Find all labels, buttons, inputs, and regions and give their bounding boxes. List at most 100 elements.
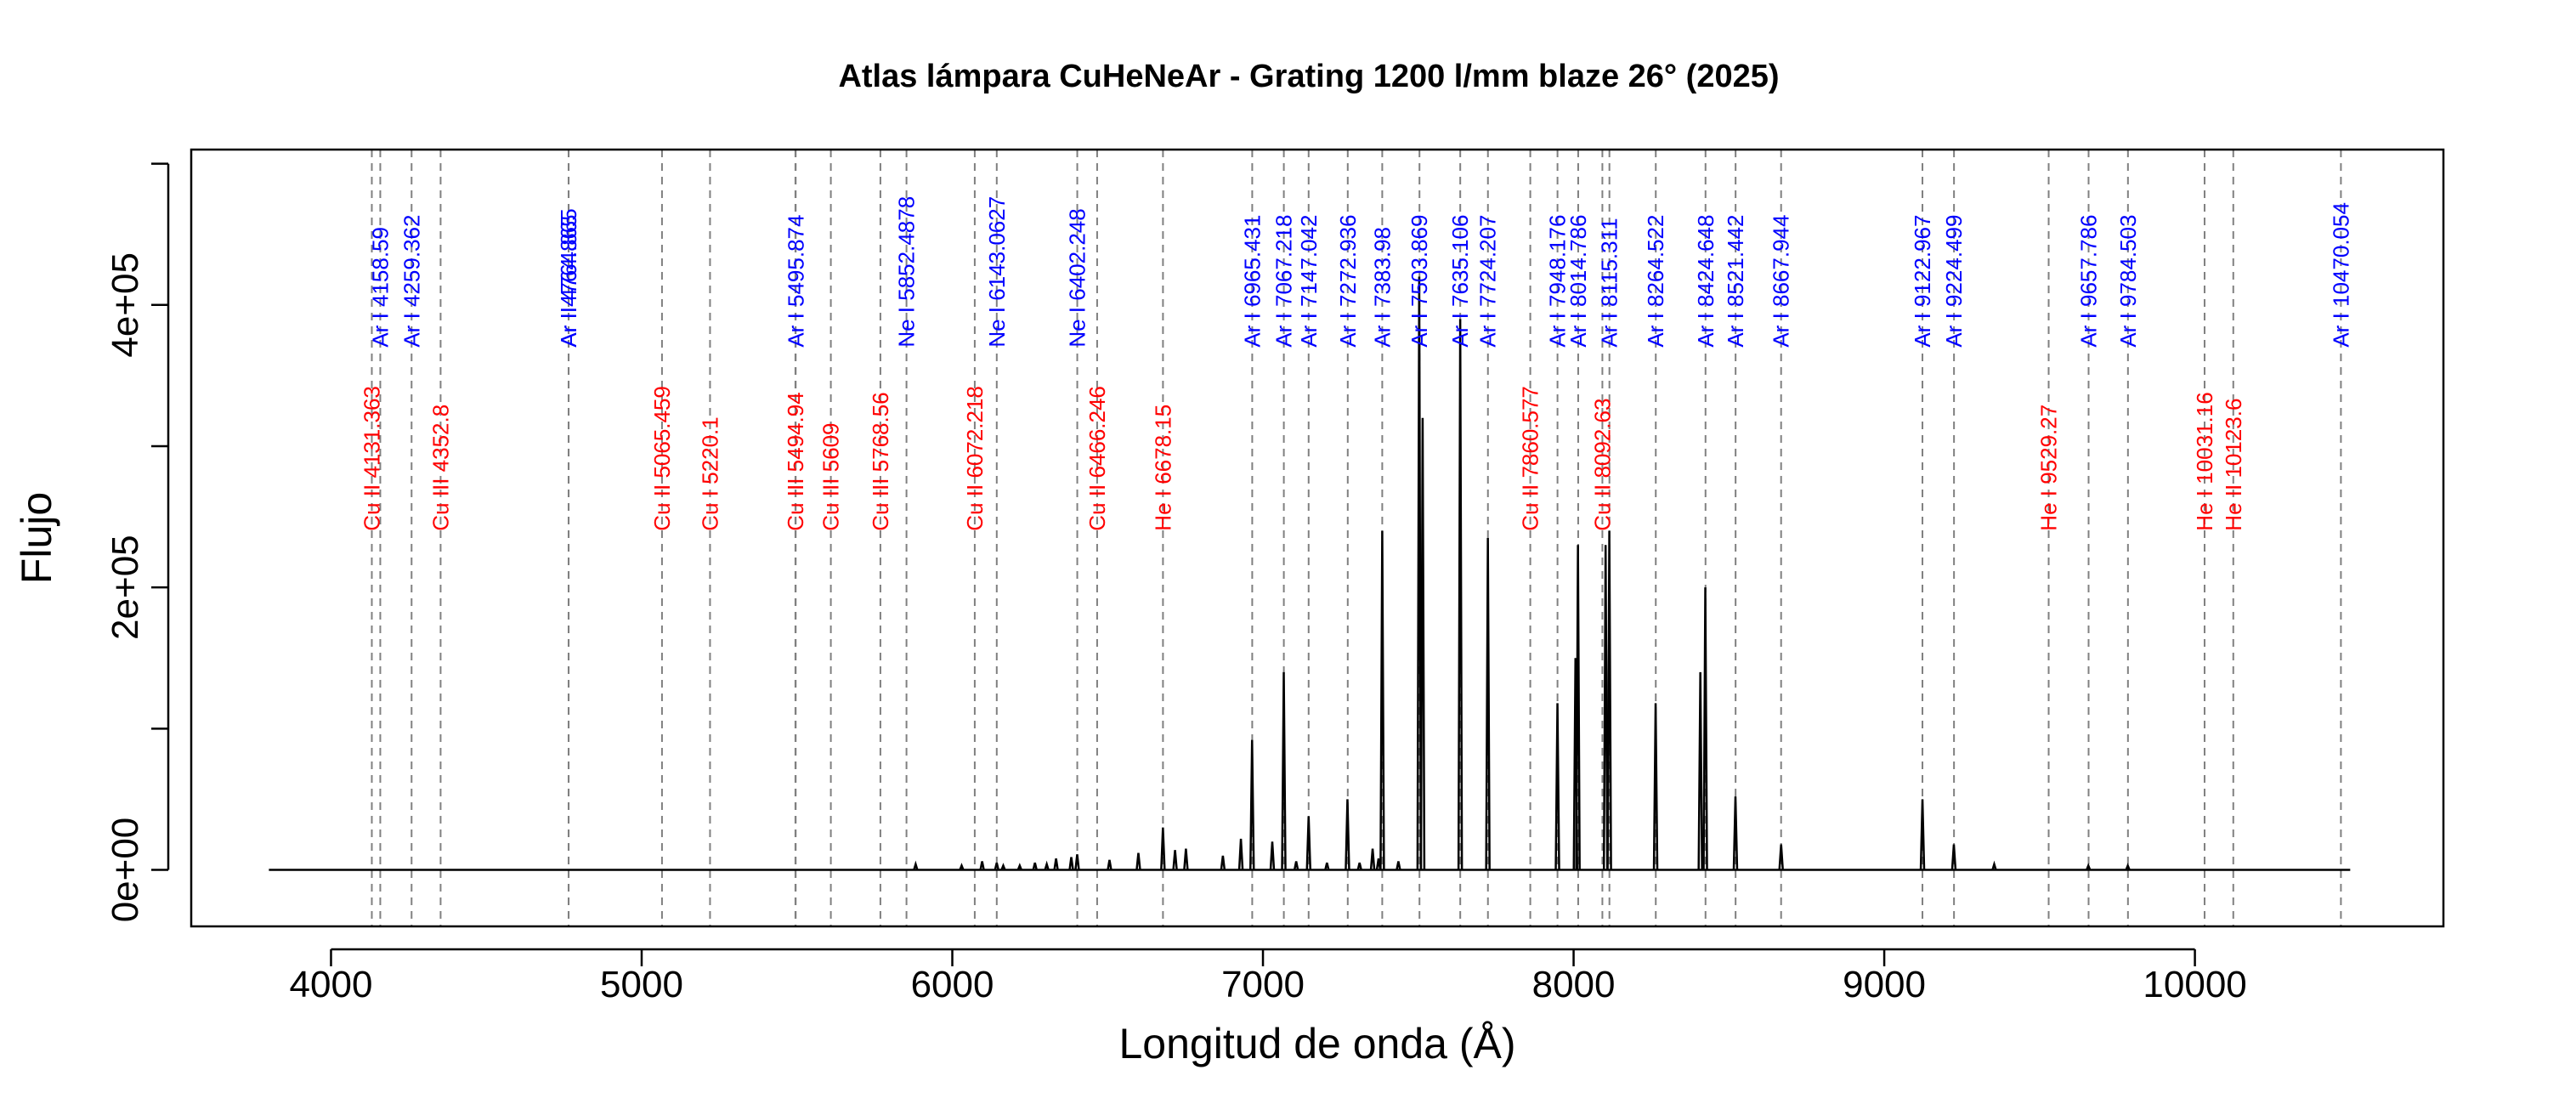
spectrum-peak-6717 [1172,850,1178,870]
line-label-he-i-9529-27: He I 9529.27 [2036,405,2062,531]
spectrum-peak-6334 [1053,858,1059,870]
spectrum-peak-7311 [1356,862,1362,870]
line-label-he-ii-10123-6: He II 10123.6 [2221,399,2246,531]
x-axis-title: Longitud de onda (Å) [1118,1020,1515,1067]
x-tick-label-4000: 4000 [290,964,373,1005]
line-label-cu-iii-5494-94: Cu III 5494.94 [783,392,808,530]
line-label-ar-i-4259-362: Ar I 4259.362 [399,215,424,348]
line-label-ne-i-6402-248: Ne I 6402.248 [1065,208,1090,347]
spectrum-peak-7514 [1419,417,1426,870]
line-label-cu-iii-5609: Cu III 5609 [818,422,844,530]
line-label-ar-i-8424-648: Ar I 8424.648 [1693,215,1718,348]
line-label-ar-i-7635-106: Ar I 7635.106 [1447,215,1473,348]
spectrum-peak-6599 [1135,852,1141,870]
spectrum-peak-7948 [1554,703,1560,870]
line-labels-layer: Ar I 4158.59 Ar I 4259.362 Ar I 4764.865 Ar… [359,196,2353,531]
spectrum-peak-6402 [1074,854,1080,870]
spectrum-peak-9123 [1919,799,1926,870]
spectrum-peak-6217 [1016,863,1022,870]
line-label-cu-ii-4131-363: Cu II 4131.363 [359,386,384,531]
spectrum-peak-9784 [2125,863,2131,870]
y-axis-title: Flujo [13,492,60,584]
spectrum-peak-7206 [1324,862,1330,870]
line-label-ar-i-4158-59: Ar I 4158.59 [367,227,393,348]
spectrum-peak-7353 [1369,848,1376,870]
line-label-ar-i-7724-207: Ar I 7724.207 [1475,215,1501,348]
line-label-he-i-10031-16: He I 10031.16 [2192,392,2217,530]
spectrum-peak-8408 [1697,671,1703,870]
spectrum-peak-6678 [1160,827,1166,870]
line-label-ne-i-6143-0627: Ne I 6143.0627 [984,196,1010,348]
x-axis: 4000 5000 6000 7000 8000 9000 10000 [290,948,2247,1005]
spectrum-peak-7067 [1281,671,1287,870]
line-label-ar-i-9224-499: Ar I 9224.499 [1941,215,1967,348]
spectrum-peak-7107 [1293,861,1299,870]
spectrum-peak-6965 [1248,739,1255,870]
spectrum-peak-8521 [1732,796,1739,870]
line-label-ar-ii-4764-865: Ar II 4764.865 [556,208,581,347]
spectrum-peak-6164 [1000,863,1006,870]
line-label-ar-i-4764-865: Ar I 4764.865 [556,215,581,348]
reference-lines-layer [371,150,2342,926]
x-tick-label-8000: 8000 [1532,964,1616,1005]
spectrum-peak-7030 [1269,841,1276,870]
line-label-ar-i-7147-042: Ar I 7147.042 [1296,215,1322,348]
x-tick-label-6000: 6000 [911,964,994,1005]
spectrum-peak-6752 [1183,848,1189,870]
line-label-ar-i-9122-967: Ar I 9122.967 [1910,215,1935,348]
line-label-cu-ii-6466-246: Cu II 6466.246 [1084,386,1110,531]
spectrum-peak-9224 [1950,844,1957,870]
line-label-ar-i-9784-503: Ar I 9784.503 [2115,215,2141,348]
line-label-ar-i-8667-944: Ar I 8667.944 [1769,215,1794,348]
spectrum-peak-6266 [1032,862,1038,870]
spectrum-peak-8668 [1778,844,1784,870]
spectrum-peak-7384 [1379,530,1385,870]
spectrum-peak-8115 [1606,530,1612,870]
spectrum-peak-9657 [2086,863,2092,870]
spectrum-peak-6871 [1220,855,1226,870]
line-label-ar-i-7948-176: Ar I 7948.176 [1545,215,1571,348]
spectrum-peak-5882 [913,860,919,870]
line-label-he-i-6678-15: He I 6678.15 [1150,405,1175,531]
line-label-cu-i-5220-1: Cu I 5220.1 [697,416,722,530]
line-label-ar-i-10470-054: Ar I 10470.054 [2328,202,2353,348]
line-label-cu-ii-6072-218: Cu II 6072.218 [962,386,988,531]
spectrum-peak-8424 [1702,587,1708,870]
line-label-ar-i-8521-442: Ar I 8521.442 [1723,215,1748,348]
spectrum-peak-7147 [1305,816,1312,870]
line-label-ar-i-7383-98: Ar I 7383.98 [1369,227,1395,348]
spectrum-peak-6030 [959,863,965,870]
line-label-ar-i-8014-786: Ar I 8014.786 [1565,215,1591,348]
x-tick-label-9000: 9000 [1843,964,1926,1005]
spectrum-layer [269,276,2351,871]
spectrum-peak-7436 [1396,861,1401,870]
y-tick-label-0: 0e+00 [105,818,146,923]
line-label-ar-i-6965-431: Ar I 6965.431 [1239,215,1265,348]
spectrum-peak-8103 [1602,545,1609,870]
x-tick-label-10000: 10000 [2143,964,2246,1005]
line-label-ar-i-7503-869: Ar I 7503.869 [1407,215,1432,348]
line-label-ar-i-7272-936: Ar I 7272.936 [1335,215,1361,348]
spectrum-peak-6929 [1237,838,1244,870]
line-label-cu-iii-5768-56: Cu III 5768.56 [868,392,893,530]
spectrum-peak-6383 [1068,857,1074,870]
x-tick-label-7000: 7000 [1221,964,1305,1005]
spectrum-peak-7272 [1345,799,1350,870]
spectrum-peak-8014 [1575,545,1581,870]
y-tick-label-200000: 2e+05 [105,535,146,640]
line-label-cu-ii-8092-63: Cu II 8092.63 [1589,399,1615,531]
line-label-ar-i-9657-786: Ar I 9657.786 [2076,215,2102,348]
spectrum-peak-6096 [979,861,985,870]
spectrum-peak-7724 [1485,537,1491,870]
line-label-cu-iii-4352-8: Cu III 4352.8 [427,405,453,531]
line-label-ne-i-5852-4878: Ne I 5852.4878 [894,196,920,348]
line-label-ar-i-8115-311: Ar I 8115.311 [1597,218,1622,347]
spectrum-peak-6304 [1044,860,1050,870]
line-label-cu-ii-5065-459: Cu II 5065.459 [649,386,675,531]
spectrum-peak-7635 [1457,319,1464,870]
spectrum-peak-8264 [1652,703,1659,870]
y-tick-label-400000: 4e+05 [105,252,146,358]
line-label-ar-i-5495-874: Ar I 5495.874 [783,215,808,348]
